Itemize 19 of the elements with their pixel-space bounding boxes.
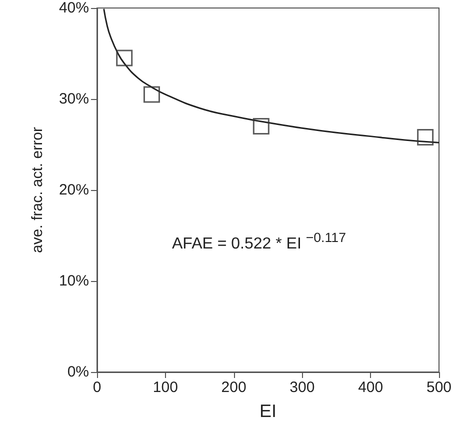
- point: [417, 128, 434, 146]
- x-tick-label: 300: [290, 379, 315, 396]
- x-tick-label: 200: [221, 379, 246, 396]
- y-tick-label: 0%: [67, 364, 89, 380]
- point: [116, 50, 133, 66]
- x-tick-label: 0: [92, 379, 102, 396]
- x-axis-title: EI: [259, 401, 277, 421]
- y-tick-label: 30%: [58, 90, 89, 108]
- annotation: AFAE = 0.522 * EI $^{−0.117}$: [172, 229, 346, 254]
- line-series: [103, 8, 440, 144]
- y-tick-label: 10%: [58, 272, 89, 290]
- x-tick-label: 400: [358, 379, 384, 396]
- y-axis-title: ave. frac. act. error: [29, 127, 46, 253]
- point: [252, 118, 270, 135]
- x-tick-label: 100: [152, 379, 178, 396]
- y-tick-label: 40%: [58, 0, 89, 16]
- x-tick-label: 500: [426, 379, 452, 396]
- y-tick-label: 20%: [58, 182, 89, 198]
- point: [143, 86, 160, 103]
